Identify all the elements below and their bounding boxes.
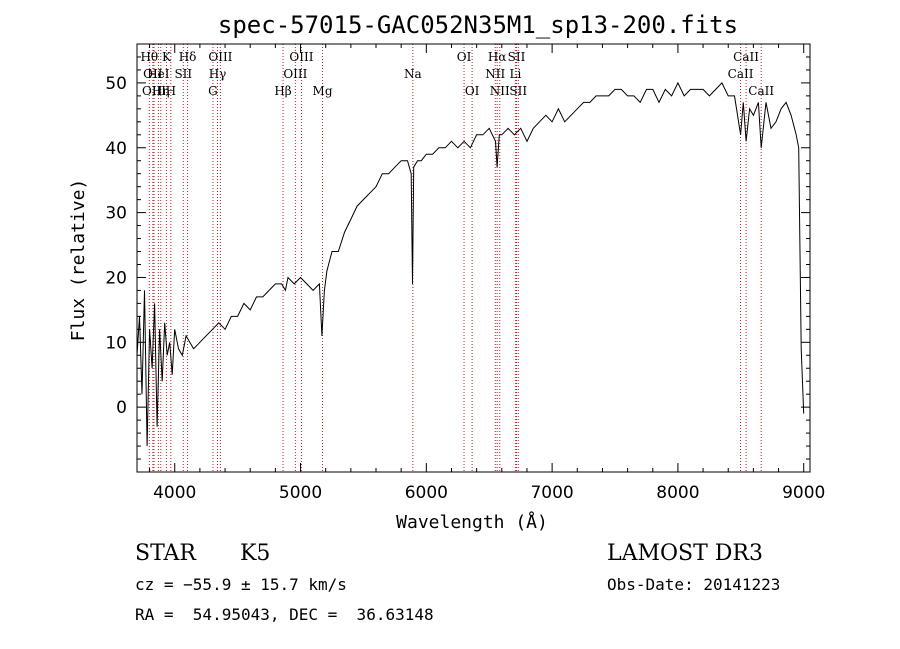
y-tick-label-4: 40	[105, 139, 127, 159]
subclass: K5	[240, 541, 271, 566]
line-label-19: NII	[485, 67, 505, 81]
line-label-27: CaII	[748, 84, 774, 98]
x-tick-label-1: 5000	[279, 483, 322, 503]
line-label-13: OIII	[283, 67, 307, 81]
x-tick-label-3: 7000	[530, 483, 573, 503]
line-label-8: Hδ	[179, 50, 197, 64]
line-label-5: K	[162, 50, 172, 64]
y-tick-label-3: 30	[105, 204, 127, 224]
y-axis-ticks: 0 10 20 30 40 50	[105, 56, 810, 460]
x-tick-label-4: 8000	[656, 483, 699, 503]
line-label-21: NII	[490, 84, 510, 98]
line-label-12: Hβ	[274, 84, 291, 98]
line-label-26: CaII	[733, 50, 759, 64]
line-label-15: Mg	[313, 84, 333, 98]
y-axis-label: Flux (relative)	[68, 179, 89, 342]
line-label-17: OI	[457, 50, 472, 64]
line-label-16: Na	[404, 67, 422, 81]
obs-date: Obs-Date: 20141223	[607, 575, 781, 594]
x-tick-label-0: 4000	[153, 483, 196, 503]
line-label-3: HeI	[147, 67, 170, 81]
x-tick-label-5: 9000	[782, 483, 825, 503]
line-label-1: OII	[143, 67, 163, 81]
line-label-20: Hα	[488, 50, 507, 64]
line-label-4: Hη	[152, 84, 170, 98]
chart-title: spec-57015-GAC052N35M1_sp13-200.fits	[218, 11, 738, 39]
plot-frame	[136, 43, 811, 473]
survey-name: LAMOST DR3	[607, 541, 763, 566]
ra-dec: RA = 54.95043, DEC = 36.63148	[135, 605, 434, 624]
line-label-14: OIII	[289, 50, 313, 64]
line-label-24: SII	[509, 84, 527, 98]
line-label-2: OIII	[142, 84, 166, 98]
line-label-6: H	[166, 84, 176, 98]
cz-value: cz = −55.9 ± 15.7 km/s	[135, 575, 347, 594]
line-label-23: SII	[508, 50, 526, 64]
y-tick-label-5: 50	[105, 74, 127, 94]
line-label-9: G	[208, 84, 218, 98]
line-label-25: CaII	[728, 67, 754, 81]
y-tick-label-1: 10	[105, 333, 127, 353]
line-label-18: OI	[465, 84, 480, 98]
line-label-7: SII	[174, 67, 192, 81]
spectrum-series-line	[136, 81, 805, 447]
line-labels: Hθ OII OIII HeI Hη K H SII Hδ G Hγ OIII Hβ OIII OIII Mg…	[140, 50, 774, 98]
line-label-22: Li	[509, 67, 521, 81]
x-tick-label-2: 6000	[405, 483, 448, 503]
y-tick-label-0: 0	[116, 398, 127, 418]
line-label-0: Hθ	[140, 50, 158, 64]
x-axis-ticks: 4000 5000 6000 7000 8000 9000	[149, 44, 825, 503]
x-axis-label: Wavelength (Å)	[396, 511, 548, 533]
line-markers	[148, 44, 762, 472]
line-label-10: Hγ	[209, 67, 227, 81]
line-label-11: OIII	[208, 50, 232, 64]
y-tick-label-2: 20	[105, 268, 127, 288]
object-class: STAR	[135, 541, 196, 566]
